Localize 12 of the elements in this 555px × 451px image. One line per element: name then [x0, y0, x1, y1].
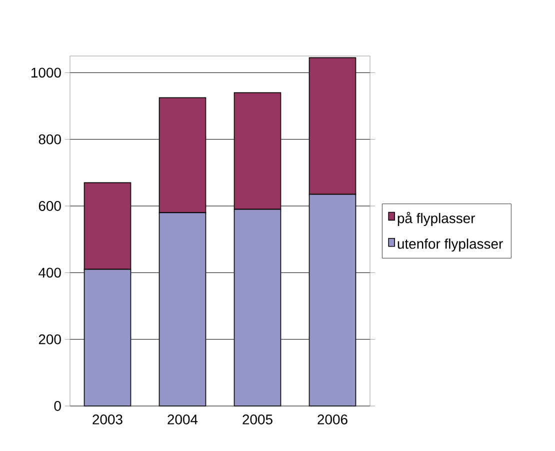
- x-tick-label: 2006: [318, 414, 348, 424]
- legend-label: på flyplasser: [398, 212, 476, 226]
- legend-label: utenfor flyplasser: [398, 238, 503, 252]
- y-tick-label: 600: [38, 201, 61, 211]
- y-tick-label: 1000: [32, 68, 61, 78]
- x-tick-label: 2005: [242, 414, 272, 424]
- x-tick-label: 2003: [92, 414, 122, 424]
- y-tick-label: 0: [54, 401, 61, 411]
- x-tick-label: 2004: [168, 414, 198, 424]
- y-tick-label: 400: [38, 268, 61, 278]
- y-tick-label: 200: [38, 334, 61, 344]
- y-tick-label: 800: [38, 134, 61, 144]
